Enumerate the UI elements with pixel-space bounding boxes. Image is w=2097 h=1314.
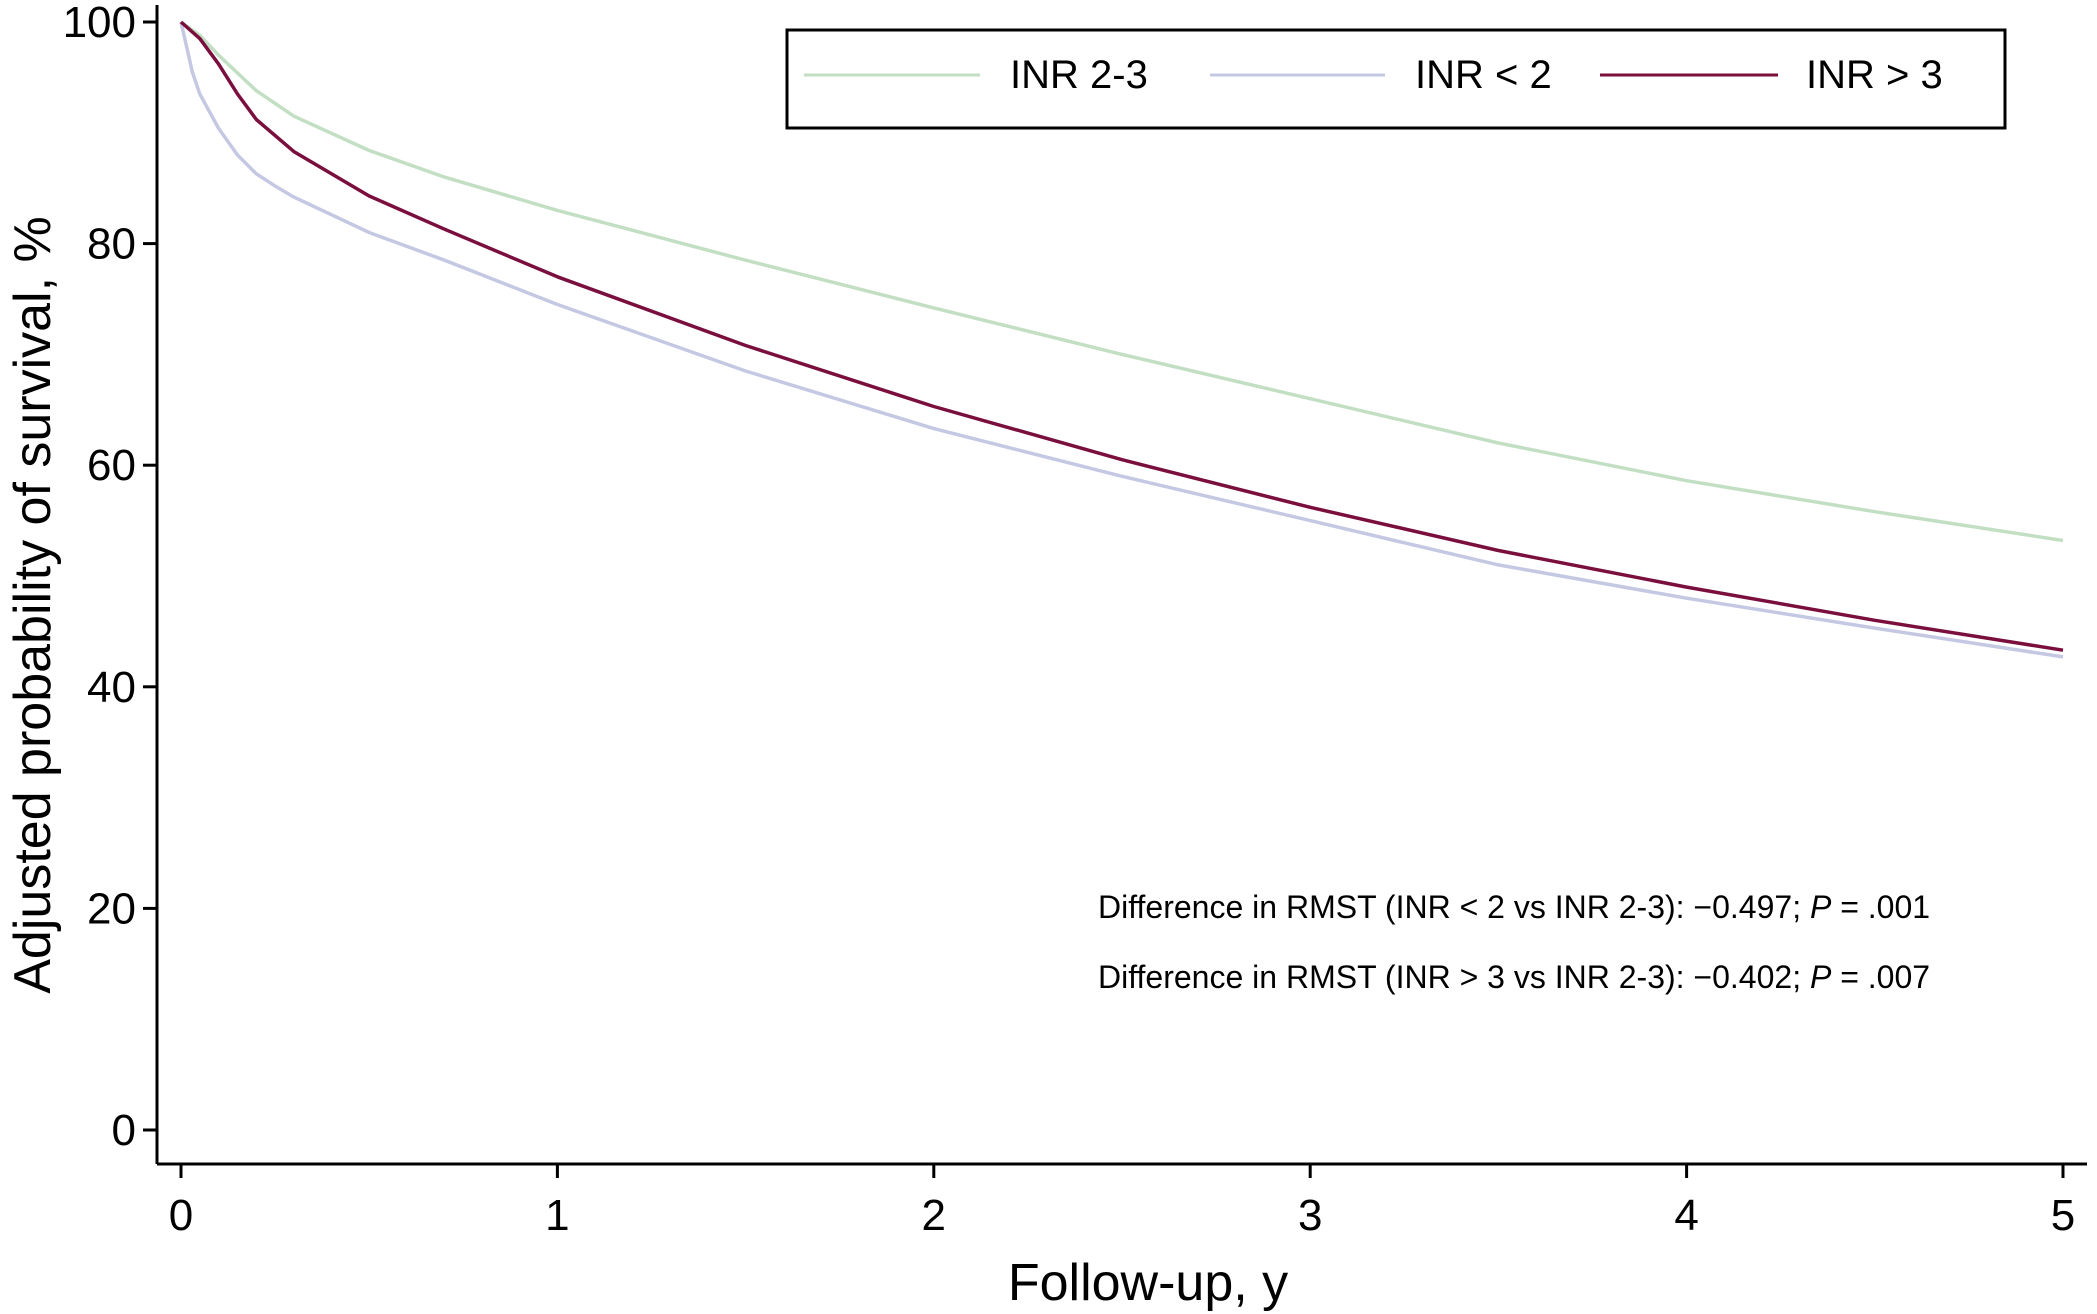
legend-box [785,28,2007,130]
x-tick-label-1: 1 [545,1191,569,1240]
annotations: Difference in RMST (INR < 2 vs INR 2-3):… [1098,889,1930,995]
y-tick-label-100: 100 [63,0,136,47]
x-tick-label-2: 2 [922,1191,946,1240]
series-line-inr-gt-3 [179,20,2064,652]
series-layer [179,20,2064,659]
y-tick-label-80: 80 [87,220,136,269]
y-ticks: 0 20 40 60 80 100 [63,0,157,1155]
y-tick-label-20: 20 [87,884,136,933]
rmst-annotation-2: Difference in RMST (INR > 3 vs INR 2-3):… [1098,959,1930,995]
x-tick-label-0: 0 [169,1191,193,1240]
x-tick-label-4: 4 [1674,1191,1698,1240]
y-tick-label-60: 60 [87,441,136,490]
x-tick-label-3: 3 [1298,1191,1322,1240]
legend-label-inr-lt-2: INR < 2 [1415,53,1552,97]
legend-label-inr-2-3: INR 2-3 [1010,53,1148,97]
y-axis-title: Adjusted probability of survival, % [4,216,62,994]
legend-label-inr-gt-3: INR > 3 [1806,53,1943,97]
x-axis-title: Follow-up, y [1008,1254,1288,1312]
series-line-inr-lt-2 [179,21,2064,659]
axes [155,5,2087,1166]
legend: INR 2-3 INR < 2 INR > 3 [785,28,2007,130]
y-tick-label-0: 0 [112,1106,136,1155]
y-tick-label-40: 40 [87,663,136,712]
series-line-inr-2-3 [179,20,2064,543]
x-tick-label-5: 5 [2051,1191,2075,1240]
x-ticks: 0 1 2 3 4 5 [169,1164,2075,1240]
rmst-annotation-1: Difference in RMST (INR < 2 vs INR 2-3):… [1098,889,1930,925]
